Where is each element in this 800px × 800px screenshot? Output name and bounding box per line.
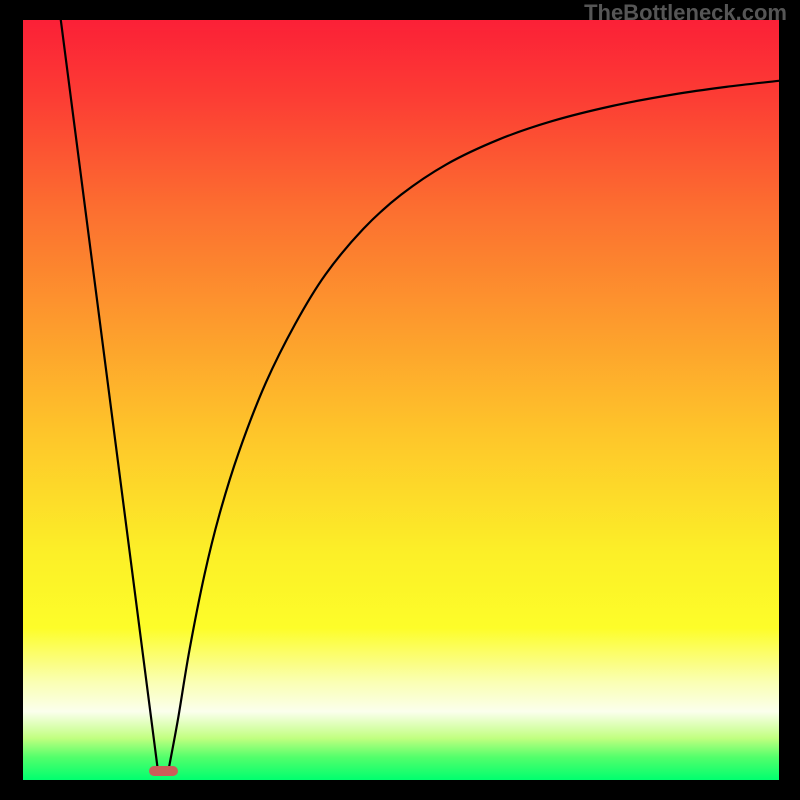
right-curve (169, 81, 779, 768)
left-line (61, 20, 158, 768)
plot-area (23, 20, 779, 780)
chart-container: TheBottleneck.com (0, 0, 800, 800)
minimum-marker (149, 766, 178, 776)
watermark-text: TheBottleneck.com (584, 0, 787, 26)
curve-layer (23, 20, 779, 780)
